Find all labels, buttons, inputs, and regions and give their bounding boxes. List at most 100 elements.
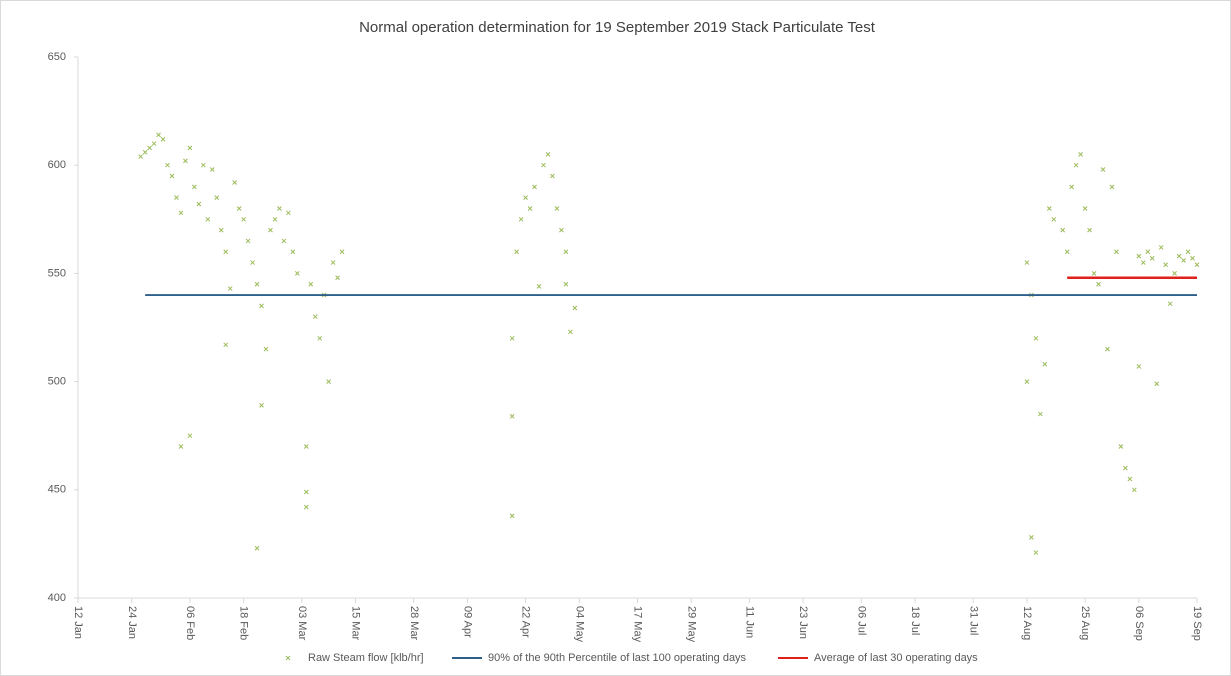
point xyxy=(254,281,260,287)
point xyxy=(281,238,287,244)
point xyxy=(1136,364,1142,369)
point xyxy=(1051,216,1057,222)
point xyxy=(1029,535,1034,540)
point xyxy=(192,184,197,190)
point xyxy=(523,195,528,201)
point xyxy=(1176,253,1182,259)
x-tick-label: 06 Sep xyxy=(1133,606,1145,641)
point xyxy=(1082,206,1088,211)
x-tick-label: 24 Jan xyxy=(126,606,138,639)
point xyxy=(1060,227,1066,233)
y-tick-label: 550 xyxy=(48,267,66,279)
point xyxy=(509,513,515,519)
point xyxy=(1042,361,1048,367)
point xyxy=(236,206,242,211)
point xyxy=(1185,249,1191,255)
point xyxy=(1024,379,1030,384)
point xyxy=(241,216,246,222)
x-tick-label: 04 May xyxy=(573,606,585,643)
x-tick-label: 12 Jan xyxy=(72,606,84,639)
point xyxy=(303,444,309,449)
point xyxy=(169,173,175,179)
point xyxy=(142,149,148,155)
point xyxy=(268,227,273,233)
x-tick-label: 18 Feb xyxy=(238,606,250,640)
point xyxy=(1154,381,1160,387)
point xyxy=(536,284,542,289)
point xyxy=(178,444,184,449)
point xyxy=(1037,411,1043,417)
point xyxy=(1100,167,1106,172)
point xyxy=(532,184,537,190)
x-tick-label: 15 Mar xyxy=(350,606,362,641)
x-tick-label: 18 Jul xyxy=(909,606,921,635)
point xyxy=(187,433,193,439)
x-tick-label: 11 Jun xyxy=(743,606,755,638)
point xyxy=(183,158,188,164)
point xyxy=(1078,152,1083,157)
y-tick-label: 500 xyxy=(48,376,66,388)
point xyxy=(147,145,152,151)
point xyxy=(254,545,260,551)
y-tick-label: 400 xyxy=(48,592,66,604)
x-tick-label: 22 Apr xyxy=(520,606,532,638)
chart-title: Normal operation determination for 19 Se… xyxy=(359,19,876,36)
point xyxy=(326,379,332,384)
point xyxy=(330,260,336,265)
point xyxy=(550,173,555,179)
x-tick-label: 25 Aug xyxy=(1079,606,1091,640)
point xyxy=(1149,255,1155,261)
point xyxy=(1136,253,1142,259)
point xyxy=(1109,184,1115,190)
point xyxy=(1194,262,1200,268)
point xyxy=(1087,227,1092,233)
point xyxy=(312,314,318,320)
point xyxy=(1073,162,1079,168)
point xyxy=(1158,245,1164,250)
point xyxy=(335,275,340,281)
point xyxy=(232,180,238,185)
point xyxy=(174,195,179,201)
point xyxy=(559,227,564,233)
point xyxy=(277,206,282,211)
point xyxy=(138,154,144,159)
point xyxy=(554,206,560,211)
legend-label: 90% of the 90th Percentile of last 100 o… xyxy=(488,652,747,664)
x-tick-label: 23 Jun xyxy=(797,606,809,639)
point xyxy=(1118,444,1124,449)
point xyxy=(317,335,323,341)
point xyxy=(165,162,170,168)
x-tick-label: 12 Aug xyxy=(1021,606,1033,640)
point xyxy=(568,329,573,335)
point xyxy=(1105,346,1110,352)
point xyxy=(218,227,224,233)
point xyxy=(156,132,161,138)
point xyxy=(1123,465,1128,471)
x-tick-label: 28 Mar xyxy=(408,606,420,641)
point xyxy=(1190,255,1195,261)
point xyxy=(160,136,166,142)
point xyxy=(214,195,220,201)
point xyxy=(1131,487,1137,493)
point xyxy=(259,303,264,309)
point xyxy=(518,216,524,222)
point xyxy=(563,281,569,287)
x-tick-label: 19 Sep xyxy=(1191,606,1203,641)
point xyxy=(1046,206,1052,211)
point xyxy=(572,305,578,311)
point xyxy=(545,152,551,157)
point xyxy=(294,271,300,276)
point xyxy=(1163,262,1169,268)
point xyxy=(205,216,211,222)
point xyxy=(209,167,215,172)
point xyxy=(1114,249,1119,255)
x-tick-label: 03 Mar xyxy=(296,606,308,641)
point xyxy=(223,342,229,348)
point xyxy=(308,281,314,287)
y-tick-label: 450 xyxy=(48,484,66,496)
point xyxy=(1181,258,1186,263)
point xyxy=(1064,249,1070,255)
point xyxy=(187,145,193,151)
x-tick-label: 17 May xyxy=(632,606,644,643)
